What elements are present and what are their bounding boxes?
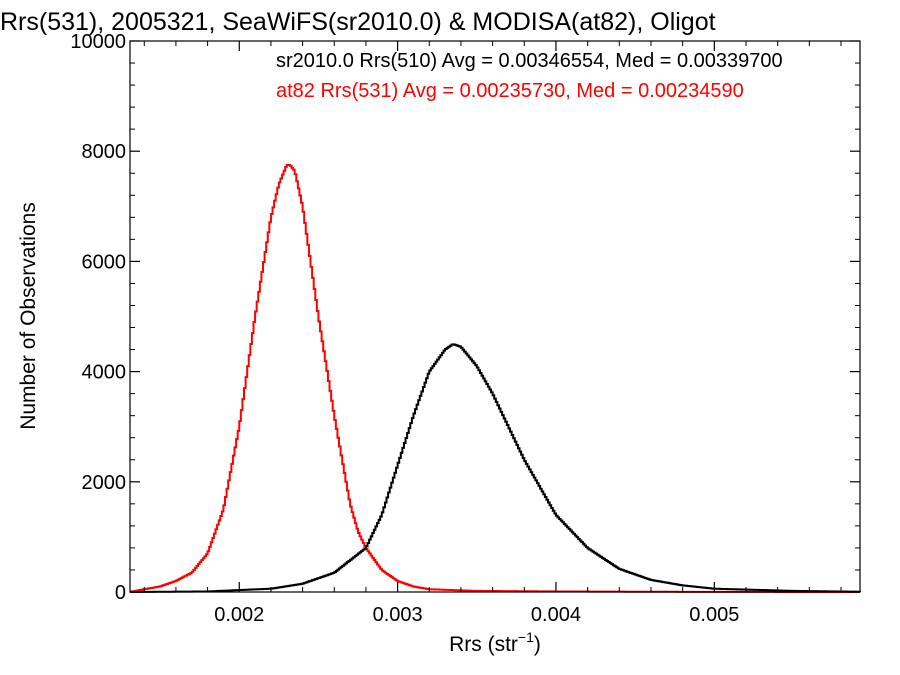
x-tick-label: 0.003 xyxy=(373,604,423,626)
series-layer xyxy=(130,163,861,593)
y-tick-label: 2000 xyxy=(82,472,127,494)
x-axis-title: Rrs (str−1) xyxy=(449,629,541,656)
series-line-0 xyxy=(130,163,860,593)
y-tick-label: 0 xyxy=(115,582,126,604)
x-axis-title-base: Rrs (str xyxy=(449,633,518,656)
tick-layer: 0.002 0.003 0.004 0.005 0 2000 4000 6000 8000 100… xyxy=(70,31,860,626)
x-tick-label: 0.004 xyxy=(531,604,581,626)
y-tick-label: 4000 xyxy=(82,362,127,384)
x-tick-label: 0.005 xyxy=(689,604,739,626)
y-tick-label: 6000 xyxy=(82,251,127,273)
chart-title: Rrs(531), 2005321, SeaWiFS(sr2010.0) & M… xyxy=(0,8,716,36)
plot-frame xyxy=(129,40,861,593)
series-line-1 xyxy=(130,343,861,593)
annotation-red: at82 Rrs(531) Avg = 0.00235730, Med = 0.… xyxy=(276,80,744,102)
y-tick-label: 8000 xyxy=(82,141,127,163)
y-tick-label: 10000 xyxy=(70,31,126,53)
x-axis-title-close: ) xyxy=(534,633,541,656)
annotation-black: sr2010.0 Rrs(510) Avg = 0.00346554, Med … xyxy=(276,50,783,72)
x-axis-title-sup: −1 xyxy=(518,629,534,645)
x-tick-label: 0.002 xyxy=(214,604,264,626)
y-axis-title: Number of Observations xyxy=(17,202,40,430)
